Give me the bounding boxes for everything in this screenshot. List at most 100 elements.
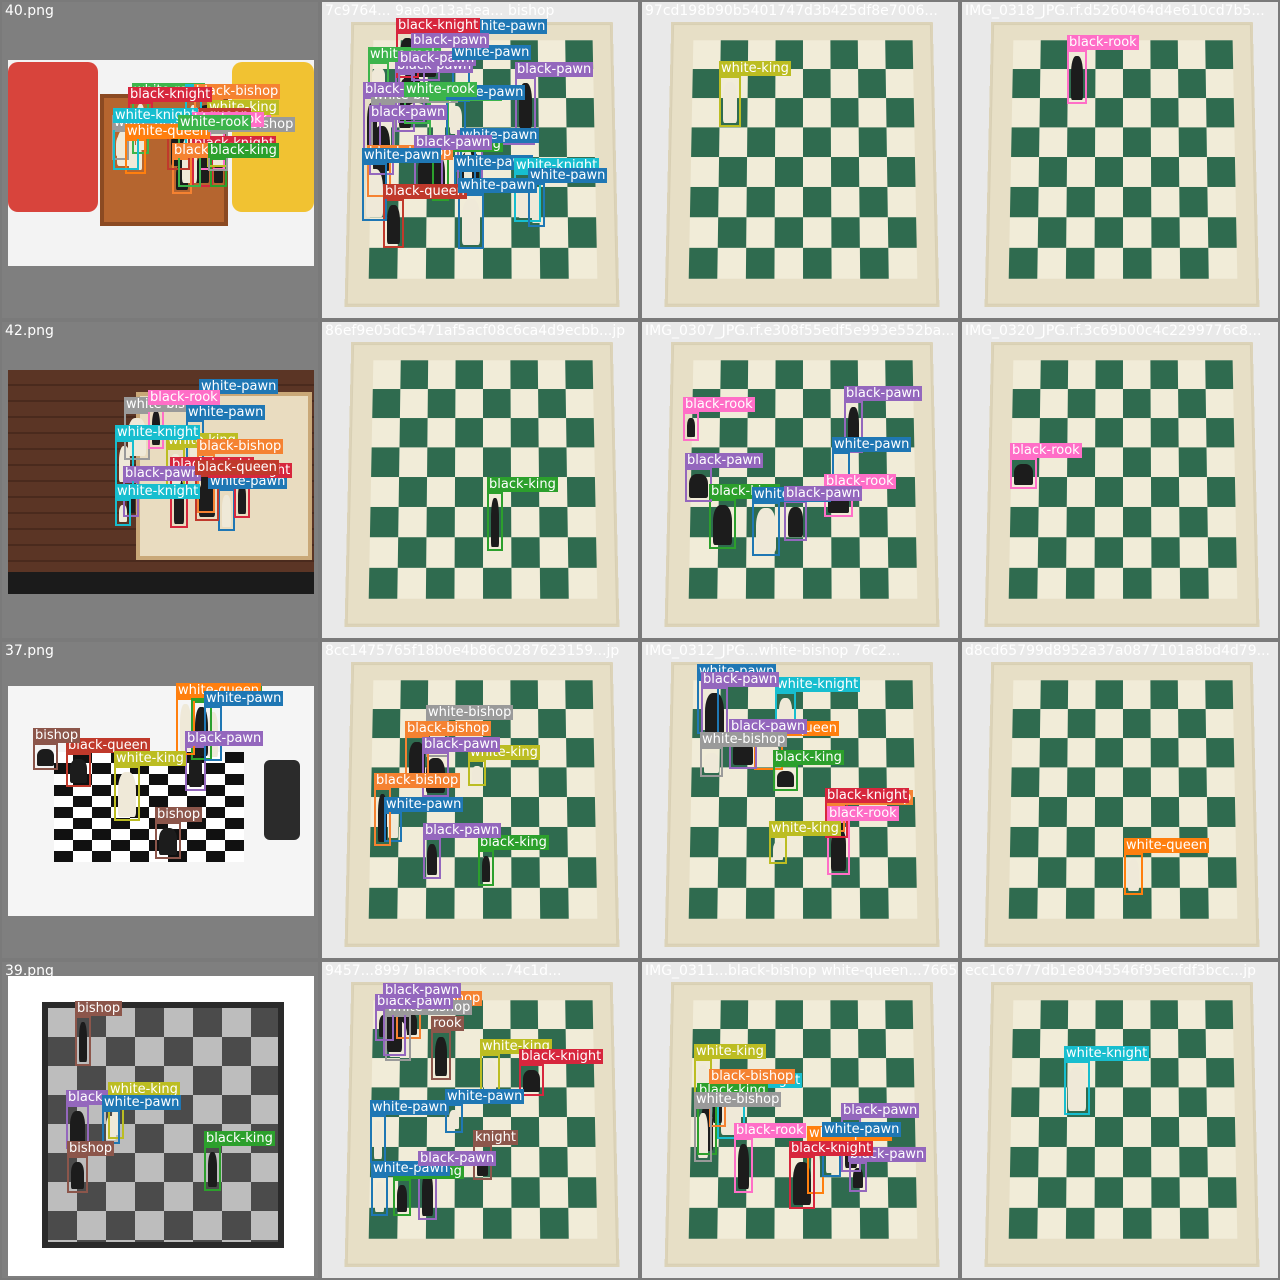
board-square (483, 1177, 511, 1208)
board-square (1012, 738, 1040, 767)
board-square (540, 537, 569, 568)
board-square (887, 827, 916, 857)
board-square (831, 1208, 860, 1239)
board-square (1123, 1208, 1152, 1239)
board-square (455, 360, 483, 389)
board-square (1179, 477, 1207, 507)
board-square (774, 1208, 803, 1239)
image-tile: black-kingblack-pawnbishopwhite-kingwhit… (2, 962, 318, 1278)
board-square (511, 568, 540, 599)
board-square (1068, 1000, 1096, 1029)
board-square (369, 857, 398, 888)
detection-label: black-pawn (841, 1103, 919, 1118)
detection-label: white-king (694, 1044, 766, 1059)
tile-filename: IMG_0307_JPG.rf.e308f55edf5e993e552ba... (645, 322, 955, 340)
board-square (803, 98, 831, 127)
board-square (1040, 389, 1068, 418)
board-square (1178, 680, 1206, 709)
board-square (803, 1208, 832, 1239)
board-square (538, 418, 566, 447)
board-square (1037, 1208, 1066, 1239)
board-square (1095, 1087, 1123, 1117)
image-content: white-queen (962, 642, 1278, 958)
board-square (426, 217, 455, 248)
detection-box (1124, 853, 1143, 895)
image-content: white-bishopwhite-pawnwhite-rookblack-pa… (322, 2, 638, 318)
board-square (1012, 1029, 1040, 1058)
board-square (831, 248, 860, 279)
detection-label: bishop (155, 807, 202, 822)
board-square (858, 738, 886, 767)
board-square (1040, 40, 1068, 69)
detection-label: white-pawn (102, 1095, 181, 1110)
tile-filename: IMG_0318_JPG.rf.d5260464d4e610cd7b5... (965, 2, 1265, 20)
board-square (1205, 40, 1233, 69)
board-square (689, 1208, 718, 1239)
board-square (1039, 127, 1067, 157)
board-square (885, 1000, 913, 1029)
board-square (1123, 217, 1151, 248)
board-square (1180, 248, 1209, 279)
board-square (831, 217, 860, 248)
board-square (1009, 568, 1038, 599)
board-square (1205, 680, 1233, 709)
detection-box (393, 1179, 411, 1216)
board-square (1123, 1000, 1151, 1029)
board-square (1123, 537, 1151, 568)
board-square (1151, 248, 1180, 279)
board-square (1178, 418, 1206, 447)
board-square (1011, 1087, 1039, 1117)
board-square (1123, 1087, 1151, 1117)
board-square (455, 507, 483, 537)
image-content: black-rookblack-kingwhite-pawnblack-rook… (642, 322, 958, 638)
board-square (1207, 507, 1236, 537)
board-square (803, 1058, 831, 1087)
chess-clock (264, 760, 300, 840)
board-square (803, 360, 831, 389)
board-square (1067, 157, 1095, 187)
board-square (1066, 217, 1095, 248)
board-square (1180, 217, 1209, 248)
board-square (689, 1177, 718, 1208)
board-square (689, 248, 718, 279)
board-square (1206, 767, 1234, 797)
board-square (1123, 157, 1151, 187)
board-square (566, 447, 594, 477)
board-square (1179, 767, 1207, 797)
board-square (455, 1058, 483, 1087)
board-square (1178, 709, 1206, 738)
board-square (566, 418, 594, 447)
detection-box (700, 747, 723, 777)
board-square (1010, 507, 1039, 537)
image-content: black-kingblack-pawnbishopwhite-kingwhit… (2, 962, 318, 1278)
board-square (1206, 447, 1234, 477)
board-square (1151, 1058, 1179, 1087)
board-square (803, 447, 831, 477)
board-square (511, 248, 540, 279)
board-square (1095, 857, 1123, 888)
board-square (1095, 507, 1123, 537)
board-square (719, 767, 747, 797)
board-square (1179, 1147, 1208, 1177)
board-square (372, 738, 400, 767)
image-tile: white-pawnrookwhite-kingblack-bishopblac… (322, 962, 638, 1278)
board-square (538, 98, 566, 127)
board-square (483, 568, 512, 599)
board-square (1151, 1029, 1179, 1058)
board-square (1067, 1117, 1095, 1147)
board-square (1040, 1000, 1068, 1029)
image-content: white-king (642, 2, 958, 318)
board-square (746, 187, 774, 217)
detection-box (102, 1110, 120, 1144)
board-square (860, 857, 889, 888)
detection-label: white-pawn (822, 1122, 901, 1137)
board-square (539, 447, 567, 477)
board-square (372, 389, 400, 418)
board-square (399, 1058, 427, 1087)
board-square (1208, 248, 1237, 279)
board-square (803, 40, 831, 69)
board-square (1123, 389, 1151, 418)
image-content: white-knight (962, 962, 1278, 1278)
detection-label: black-bishop (405, 721, 491, 736)
board-square (748, 1000, 776, 1029)
